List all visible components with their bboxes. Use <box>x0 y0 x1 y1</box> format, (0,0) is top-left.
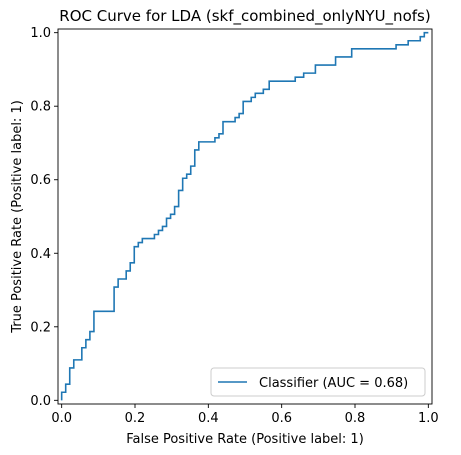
chart-title: ROC Curve for LDA (skf_combined_onlyNYU_… <box>59 7 430 26</box>
y-tick-label: 0.8 <box>30 100 51 115</box>
y-tick-label: 0.4 <box>30 247 51 262</box>
plot-area: 0.0 0.2 0.4 0.6 0.8 1.0 0.0 0.2 0.4 0.6 0.8 1.0 <box>30 26 438 426</box>
roc-curve-line <box>60 31 429 401</box>
x-axis-label: False Positive Rate (Positive label: 1) <box>126 432 364 447</box>
y-tick-label: 0.6 <box>30 173 51 188</box>
axes-frame <box>57 28 433 405</box>
x-tick-label: 1.0 <box>418 411 439 426</box>
x-tick-label: 0.2 <box>125 411 146 426</box>
x-tick-label: 0.0 <box>51 411 72 426</box>
y-tick-label: 1.0 <box>30 26 51 41</box>
legend-box <box>210 367 426 397</box>
y-axis-label: True Positive Rate (Positive label: 1) <box>10 100 25 334</box>
y-tick-label: 0.2 <box>30 320 51 335</box>
legend-label: Classifier (AUC = 0.68) <box>259 376 408 391</box>
legend: Classifier (AUC = 0.68) <box>210 367 426 397</box>
y-tick-label: 0.0 <box>30 394 51 409</box>
x-tick-label: 0.8 <box>345 411 366 426</box>
x-tick-label: 0.6 <box>271 411 292 426</box>
x-tick-label: 0.4 <box>198 411 219 426</box>
